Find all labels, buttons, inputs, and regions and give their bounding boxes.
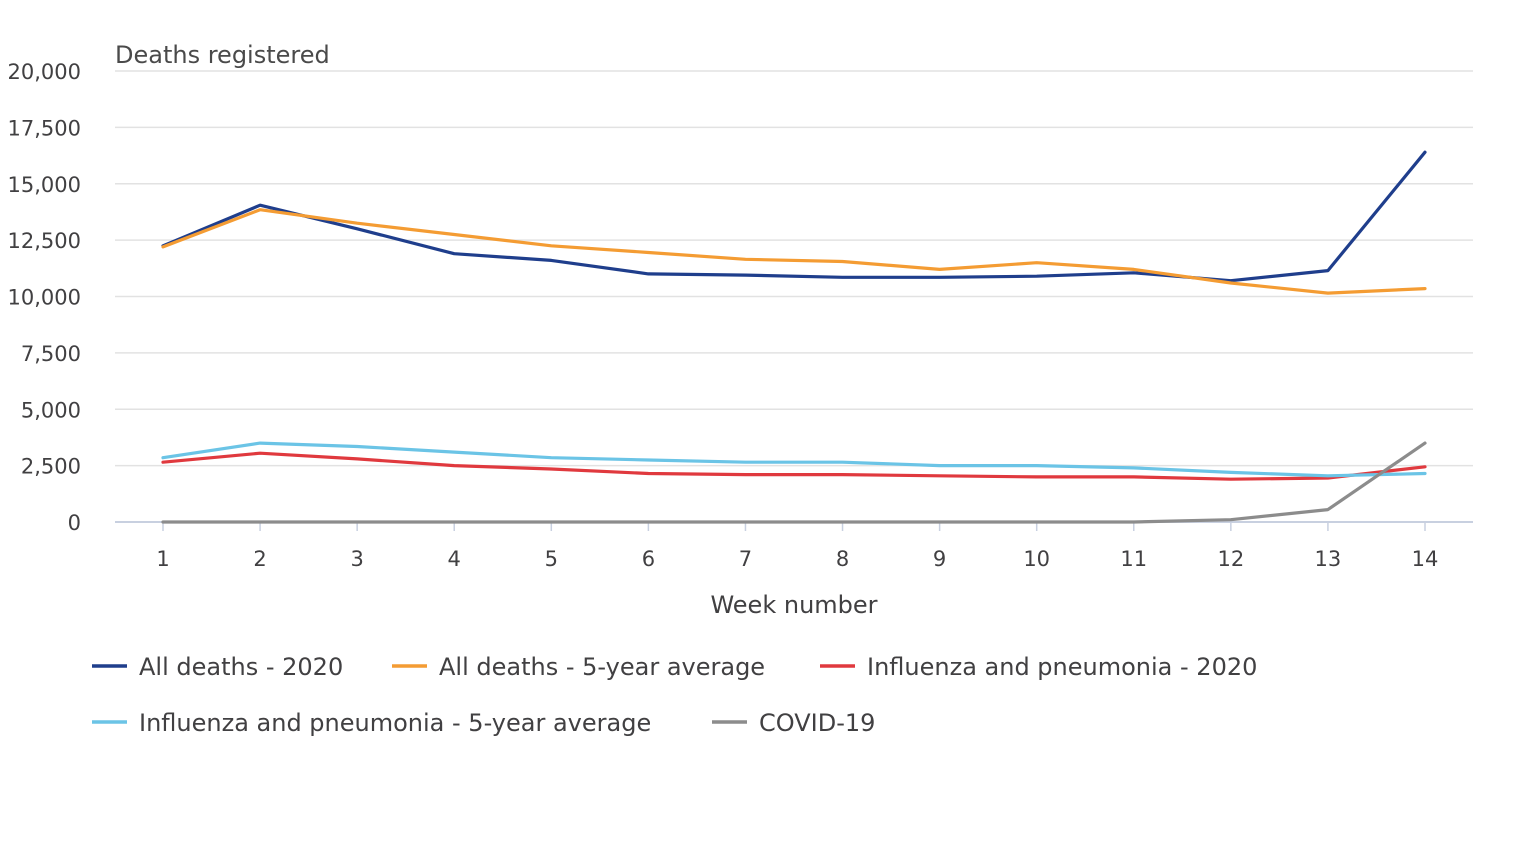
x-axis-ticks: 1 2 3 4 5 6 7 8 9 10 11 12 13 14 (115, 521, 1473, 571)
legend-label: Influenza and pneumonia - 2020 (867, 653, 1257, 681)
series-line-covid-19 (161, 441, 1427, 524)
x-tick-label: 7 (739, 547, 752, 571)
x-tick-label: 12 (1217, 547, 1244, 571)
y-tick-label: 15,000 (8, 173, 81, 197)
legend: All deaths - 2020 All deaths - 5-year ave… (92, 653, 1257, 737)
series-line-all-deaths-5-year-average (161, 208, 1427, 295)
legend-item-covid-19[interactable]: COVID-19 (712, 709, 875, 737)
y-tick-label: 5,000 (21, 398, 81, 422)
y-axis-ticks: 0 2,500 5,000 7,500 10,000 12,500 15,000 17,500… (8, 60, 81, 535)
legend-item-all-deaths-2020[interactable]: All deaths - 2020 (92, 653, 343, 681)
y-tick-label: 2,500 (21, 455, 81, 479)
legend-item-influenza-and-pneumonia-2020[interactable]: Influenza and pneumonia - 2020 (820, 653, 1257, 681)
x-axis-title: Week number (710, 591, 877, 619)
x-tick-label: 6 (642, 547, 655, 571)
legend-label: COVID-19 (759, 709, 875, 737)
y-tick-label: 7,500 (21, 342, 81, 366)
y-tick-label: 12,500 (8, 229, 81, 253)
legend-item-all-deaths-5-year-average[interactable]: All deaths - 5-year average (392, 653, 765, 681)
series-line-influenza-and-pneumonia-5-year-average (161, 441, 1427, 478)
x-tick-label: 1 (156, 547, 169, 571)
x-tick-label: 2 (253, 547, 266, 571)
x-tick-label: 3 (350, 547, 363, 571)
x-tick-label: 14 (1412, 547, 1439, 571)
legend-item-influenza-and-pneumonia-5-year-average[interactable]: Influenza and pneumonia - 5-year average (92, 709, 651, 737)
series-line-influenza-and-pneumonia-2020 (161, 451, 1427, 481)
legend-label: Influenza and pneumonia - 5-year average (139, 709, 651, 737)
y-axis-title: Deaths registered (115, 41, 330, 69)
x-tick-label: 9 (933, 547, 946, 571)
x-tick-label: 4 (448, 547, 461, 571)
legend-label: All deaths - 2020 (139, 653, 343, 681)
legend-label: All deaths - 5-year average (439, 653, 765, 681)
y-tick-label: 0 (68, 511, 81, 535)
x-tick-label: 10 (1023, 547, 1050, 571)
y-tick-label: 20,000 (8, 60, 81, 84)
series-lines (161, 150, 1427, 524)
y-tick-label: 17,500 (8, 116, 81, 140)
x-tick-label: 13 (1315, 547, 1342, 571)
y-tick-label: 10,000 (8, 286, 81, 310)
x-tick-label: 8 (836, 547, 849, 571)
gridlines (115, 70, 1473, 467)
x-tick-label: 11 (1120, 547, 1147, 571)
x-tick-label: 5 (545, 547, 558, 571)
